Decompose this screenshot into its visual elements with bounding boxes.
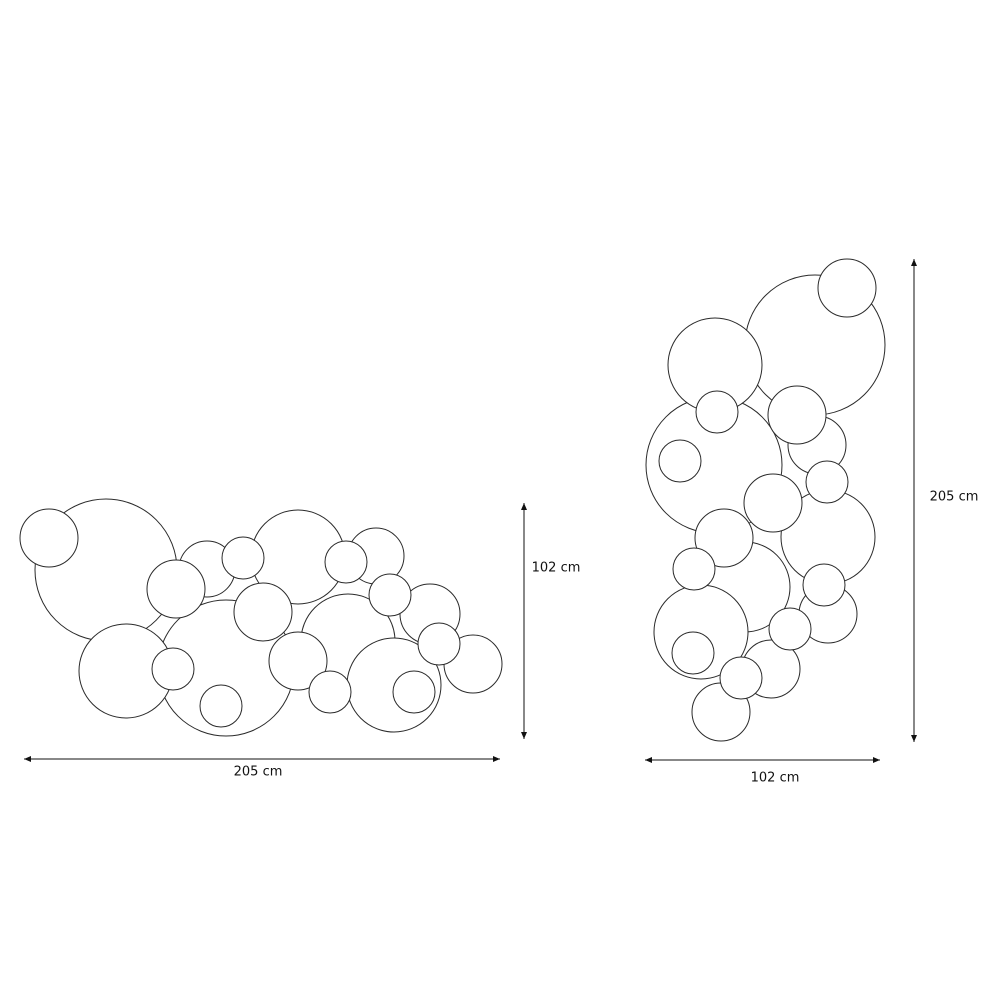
disc-circle [658,439,702,483]
disc-circle [767,385,827,445]
disc-circle [368,573,412,617]
horizontal-height-label: 102 cm [531,560,581,576]
disc-circle [672,547,716,591]
disc-circle [719,656,763,700]
disc-circle [671,631,715,675]
disc-circle [308,670,352,714]
disc-circle [151,647,195,691]
vertical-width-label: 102 cm [750,770,800,786]
disc-circle [199,684,243,728]
disc-circle [417,622,461,666]
disc-circle [19,508,79,568]
disc-circle [802,563,846,607]
horizontal-width-label: 205 cm [233,764,283,780]
disc-circle [392,670,436,714]
vertical-artwork [645,258,886,742]
disc-circle [695,390,739,434]
disc-circle [233,582,293,642]
horizontal-artwork [19,498,503,737]
disc-circle [805,460,849,504]
disc-circle [221,536,265,580]
disc-circle [268,631,328,691]
disc-circle [324,540,368,584]
disc-circle [817,258,877,318]
disc-circle [743,473,803,533]
disc-circle [768,607,812,651]
disc-circle [146,559,206,619]
disc-circle [694,508,754,568]
vertical-height-label: 205 cm [929,489,979,505]
